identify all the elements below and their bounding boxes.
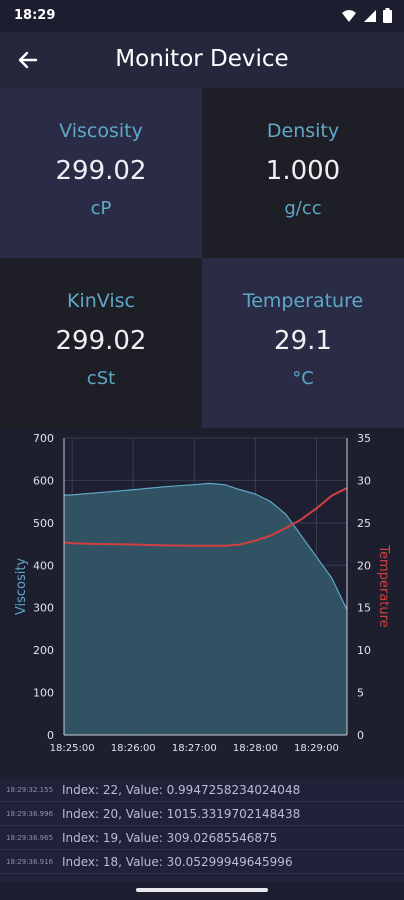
tile-unit: °C: [292, 368, 314, 389]
x-tick-label: 18:28:00: [233, 743, 278, 754]
tile-unit: cSt: [86, 368, 116, 389]
page-title: Monitor Device: [115, 46, 289, 72]
tile-label: Viscosity: [59, 120, 143, 142]
y2-tick-label: 25: [357, 517, 371, 530]
x-tick-label: 18:25:00: [50, 743, 95, 754]
x-tick-label: 18:29:00: [294, 743, 339, 754]
y-tick-label: 400: [33, 559, 54, 572]
navigation-bar: [0, 882, 404, 900]
tile-label: KinVisc: [67, 290, 135, 312]
tile-unit: g/cc: [284, 198, 322, 219]
tile-label: Density: [266, 120, 340, 142]
log-time: 18:29:32.155: [6, 785, 54, 794]
log-text: Index: 22, Value: 0.9947258234024048: [62, 782, 301, 797]
y-tick-label: 100: [33, 687, 54, 700]
y-tick-label: 300: [33, 602, 54, 615]
temperature-line: [63, 487, 348, 547]
tile-density: Density 1.000 g/cc: [202, 88, 404, 258]
tile-kinvisc: KinVisc 299.02 cSt: [0, 258, 202, 428]
log-row: 18:29:38.965 Index: 19, Value: 309.02685…: [0, 826, 404, 850]
arrow-left-icon: [18, 51, 38, 69]
y2-axis-title: Temperature: [376, 544, 391, 627]
tile-label: Temperature: [242, 290, 364, 312]
home-gesture-handle[interactable]: [136, 888, 268, 892]
viscosity-line: [63, 482, 348, 611]
x-tick-label: 18:26:00: [111, 743, 156, 754]
log-time: 18:29:38.916: [6, 857, 54, 866]
y2-tick-label: 5: [357, 687, 364, 700]
log-text: Index: 18, Value: 30.05299949645996: [62, 854, 293, 869]
log-text: Index: 20, Value: 1015.3319702148438: [62, 806, 301, 821]
y2-tick-label: 10: [357, 644, 371, 657]
tile-unit: cP: [90, 198, 112, 219]
wifi-icon: [342, 9, 356, 22]
y2-tick-label: 15: [357, 602, 371, 615]
tile-viscosity: Viscosity 299.02 cP: [0, 88, 202, 258]
y2-tick-label: 35: [357, 432, 371, 445]
status-bar: 18:29: [0, 0, 404, 32]
y2-tick-label: 0: [357, 729, 364, 742]
y2-tick-label: 20: [357, 559, 371, 572]
log-row: 18:29:38.996 Index: 20, Value: 1015.3319…: [0, 802, 404, 826]
tile-value: 299.02: [55, 326, 147, 356]
x-tick-label: 18:27:00: [172, 743, 217, 754]
y-tick-label: 0: [47, 729, 54, 742]
log-time: 18:29:38.965: [6, 833, 54, 842]
status-icons: [341, 8, 392, 23]
tile-temperature: Temperature 29.1 °C: [202, 258, 404, 428]
y-tick-label: 600: [33, 474, 54, 487]
y-tick-label: 700: [33, 432, 54, 445]
metrics-grid: Viscosity 299.02 cP Density 1.000 g/cc K…: [0, 88, 404, 428]
battery-icon: [383, 8, 392, 23]
tile-value: 299.02: [55, 156, 147, 186]
log-time: 18:29:38.996: [6, 809, 54, 818]
status-time: 18:29: [14, 8, 56, 23]
log-list[interactable]: 18:29:32.155 Index: 22, Value: 0.9947258…: [0, 778, 404, 882]
app-bar: Monitor Device: [0, 32, 404, 88]
y-axis-title: Viscosity: [14, 558, 29, 616]
log-row: 18:29:32.155 Index: 22, Value: 0.9947258…: [0, 778, 404, 802]
chart-container: 0 100 200 300 400 500 600 700 18:25:00 18:26:00 18…: [0, 428, 404, 778]
back-button[interactable]: [10, 42, 46, 78]
log-row: 18:29:38.916 Index: 18, Value: 30.052999…: [0, 850, 404, 874]
y-tick-label: 200: [33, 644, 54, 657]
viscosity-area: [64, 483, 347, 735]
tile-value: 1.000: [265, 156, 341, 186]
y-tick-label: 500: [33, 517, 54, 530]
signal-icon: [364, 9, 376, 22]
tile-value: 29.1: [274, 326, 332, 356]
log-text: Index: 19, Value: 309.02685546875: [62, 830, 278, 845]
y2-tick-label: 30: [357, 474, 371, 487]
